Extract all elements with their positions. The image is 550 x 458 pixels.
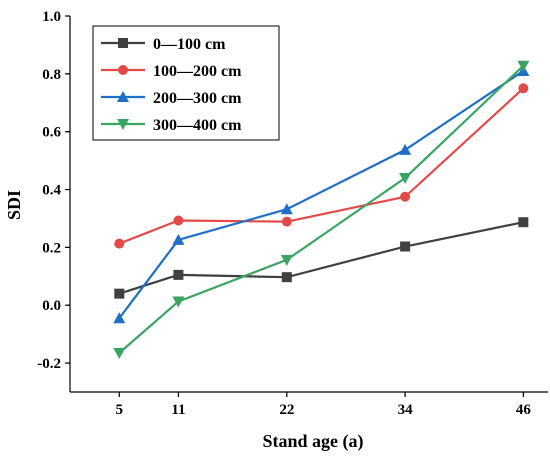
x-axis-title: Stand age (a) xyxy=(262,431,363,452)
axis-ticks: 5 11 22 34 46 -0.2 0.0 0.2 0.4 0.6 0.8 1.0 xyxy=(37,9,531,418)
series-4 xyxy=(113,60,530,359)
y-tick-label: -0.2 xyxy=(37,356,61,372)
y-tick-label: 0.2 xyxy=(42,240,61,256)
legend-label: 300—400 cm xyxy=(153,117,242,134)
data-point xyxy=(113,312,126,324)
data-point xyxy=(114,238,125,249)
y-tick-label: 0.0 xyxy=(42,298,61,314)
data-point xyxy=(518,217,529,228)
x-tick-label: 34 xyxy=(398,402,414,418)
series-3 xyxy=(113,64,530,324)
x-tick-label: 5 xyxy=(116,402,124,418)
data-point xyxy=(172,233,185,245)
legend: 0—100 cm 100—200 cm 200—300 cm 300—400 cm xyxy=(92,25,280,141)
y-axis-title: SDI xyxy=(4,190,24,220)
data-point xyxy=(173,269,184,280)
x-tick-label: 46 xyxy=(516,402,532,418)
series-layer xyxy=(113,60,530,359)
data-point xyxy=(173,215,184,226)
data-point xyxy=(517,60,530,72)
legend-swatch-marker xyxy=(117,119,129,130)
legend-label: 0—100 cm xyxy=(153,36,226,53)
data-point xyxy=(400,241,411,252)
series-1 xyxy=(114,217,529,299)
x-tick-label: 22 xyxy=(279,402,294,418)
series-2 xyxy=(114,83,529,249)
y-tick-label: 0.4 xyxy=(42,183,61,199)
data-point xyxy=(172,296,185,308)
data-point xyxy=(280,254,293,266)
data-point xyxy=(399,143,412,155)
data-point xyxy=(280,203,293,215)
legend-label: 100—200 cm xyxy=(153,63,242,80)
y-tick-label: 0.8 xyxy=(42,67,61,83)
data-point xyxy=(113,347,126,359)
data-point xyxy=(281,216,292,227)
legend-swatch-marker xyxy=(118,65,128,75)
data-point xyxy=(114,288,125,299)
plot-frame xyxy=(69,16,548,393)
legend-label: 200—300 cm xyxy=(153,90,242,107)
data-point xyxy=(399,172,412,184)
series-line xyxy=(118,221,524,295)
y-tick-label: 0.6 xyxy=(42,125,61,141)
x-tick-label: 11 xyxy=(171,402,185,418)
data-point xyxy=(400,191,411,202)
data-point xyxy=(281,272,292,283)
legend-swatch-marker xyxy=(117,91,129,102)
y-tick-label: 1.0 xyxy=(42,9,61,25)
data-point xyxy=(518,83,529,94)
legend-swatch-marker xyxy=(118,38,128,48)
